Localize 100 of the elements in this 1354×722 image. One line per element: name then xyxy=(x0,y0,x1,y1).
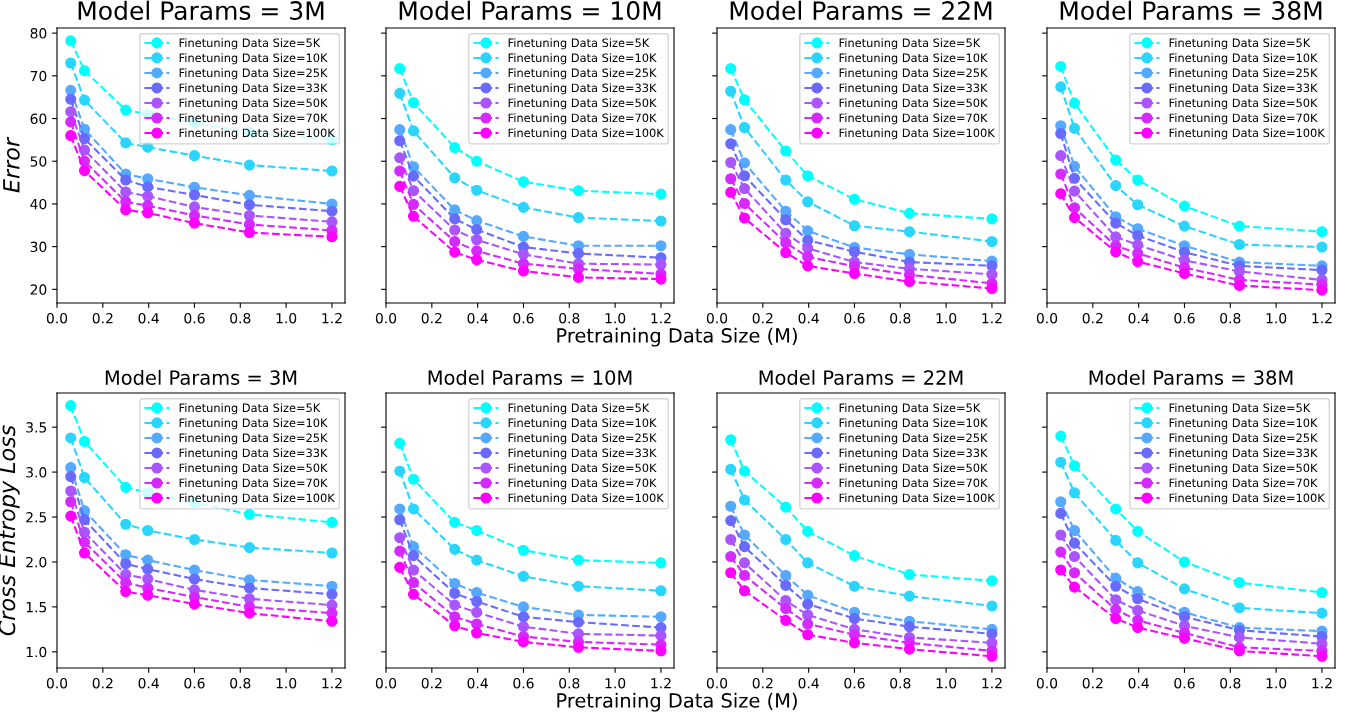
x-tick-label: 0.6 xyxy=(844,312,865,324)
legend-label: Finetuning Data Size=5K xyxy=(179,38,321,50)
x-tick-label: 1.0 xyxy=(276,677,297,689)
x-tick-label: 0.8 xyxy=(559,677,580,689)
x-tick-label: 0.8 xyxy=(890,312,911,324)
x-tick-label: 0.2 xyxy=(92,677,113,689)
legend-label: Finetuning Data Size=100K xyxy=(179,493,335,505)
x-tick-label: 0.2 xyxy=(752,677,773,689)
legend-label: Finetuning Data Size=25K xyxy=(1169,433,1318,445)
chart-title: Model Params = 3M xyxy=(105,369,297,385)
x-tick-label: 0.0 xyxy=(1036,677,1058,689)
x-tick-label: 0.8 xyxy=(1220,677,1241,689)
chart-title: Model Params = 3M xyxy=(78,0,324,21)
legend-label: Finetuning Data Size=5K xyxy=(179,403,321,415)
legend-label: Finetuning Data Size=70K xyxy=(1169,478,1318,490)
chart-title: Model Params = 10M xyxy=(428,369,632,385)
legend-label: Finetuning Data Size=25K xyxy=(839,433,988,445)
x-tick-label: 1.0 xyxy=(936,312,957,324)
legend-label: Finetuning Data Size=70K xyxy=(508,478,657,490)
x-tick-label: 0.6 xyxy=(1174,677,1195,689)
legend-label: Finetuning Data Size=100K xyxy=(839,493,995,505)
x-tick-label: 0.4 xyxy=(138,677,159,689)
legend-label: Finetuning Data Size=70K xyxy=(1169,113,1318,125)
legend-label: Finetuning Data Size=25K xyxy=(1169,68,1318,80)
legend-label: Finetuning Data Size=33K xyxy=(1169,83,1318,95)
x-tick-label: 1.2 xyxy=(322,312,342,324)
legend-label: Finetuning Data Size=33K xyxy=(508,448,657,460)
x-tick-label: 0.0 xyxy=(375,677,397,689)
x-tick-label: 0.2 xyxy=(752,312,773,324)
x-tick-label: 0.4 xyxy=(798,677,819,689)
x-tick-label: 0.4 xyxy=(138,312,159,324)
legend-label: Finetuning Data Size=50K xyxy=(1169,98,1318,110)
x-tick-label: 0.0 xyxy=(706,312,728,324)
x-tick-label: 0.0 xyxy=(1036,312,1058,324)
legend-label: Finetuning Data Size=70K xyxy=(179,478,328,490)
x-tick-label: 0.8 xyxy=(230,677,251,689)
legend-label: Finetuning Data Size=5K xyxy=(839,38,981,50)
x-tick-label: 0.4 xyxy=(798,312,819,324)
legend-label: Finetuning Data Size=5K xyxy=(508,38,650,50)
x-tick-label: 0.6 xyxy=(513,677,534,689)
legend-label: Finetuning Data Size=70K xyxy=(508,113,657,125)
x-tick-label: 1.2 xyxy=(1312,677,1332,689)
legend-label: Finetuning Data Size=10K xyxy=(508,53,657,65)
legend-label: Finetuning Data Size=33K xyxy=(179,448,328,460)
x-axis-title: Pretraining Data Size (M) xyxy=(557,327,797,347)
x-tick-label: 0.4 xyxy=(1128,677,1149,689)
x-tick-label: 1.0 xyxy=(605,312,626,324)
legend-label: Finetuning Data Size=50K xyxy=(508,463,657,475)
y-tick-label: 1.5 xyxy=(26,602,47,613)
x-tick-label: 0.4 xyxy=(1128,312,1149,324)
y-tick-label: 50 xyxy=(30,156,47,167)
x-tick-label: 1.0 xyxy=(605,677,626,689)
x-tick-label: 0.8 xyxy=(559,312,580,324)
y-tick-label: 80 xyxy=(30,28,47,39)
x-tick-label: 0.0 xyxy=(46,312,68,324)
legend-label: Finetuning Data Size=5K xyxy=(1169,38,1311,50)
chart-title: Model Params = 22M xyxy=(759,369,963,385)
x-tick-label: 1.2 xyxy=(651,312,671,324)
y-tick-label: 30 xyxy=(30,241,47,253)
y-tick-label: 70 xyxy=(30,70,47,82)
y-tick-label: 1.0 xyxy=(26,646,47,658)
legend-label: Finetuning Data Size=100K xyxy=(839,128,995,140)
x-tick-label: 1.0 xyxy=(936,677,957,689)
legend-label: Finetuning Data Size=25K xyxy=(508,68,657,80)
x-tick-label: 1.2 xyxy=(1312,312,1332,324)
x-tick-label: 0.2 xyxy=(92,312,113,324)
x-tick-label: 0.2 xyxy=(421,312,442,324)
x-tick-label: 1.0 xyxy=(1266,677,1287,689)
legend-label: Finetuning Data Size=100K xyxy=(508,128,664,140)
legend-label: Finetuning Data Size=50K xyxy=(179,463,328,475)
legend-label: Finetuning Data Size=50K xyxy=(1169,463,1318,475)
legend-label: Finetuning Data Size=5K xyxy=(508,403,650,415)
y-tick-label: 20 xyxy=(30,284,47,295)
legend-label: Finetuning Data Size=10K xyxy=(508,418,657,430)
x-tick-label: 0.6 xyxy=(1174,312,1195,324)
legend-label: Finetuning Data Size=5K xyxy=(839,403,981,415)
x-tick-label: 1.2 xyxy=(982,677,1002,689)
legend-label: Finetuning Data Size=10K xyxy=(839,53,988,65)
x-tick-label: 0.0 xyxy=(46,677,68,689)
x-tick-label: 0.6 xyxy=(184,312,205,324)
x-tick-label: 0.2 xyxy=(1082,312,1103,324)
y-axis-title: Error xyxy=(3,136,20,193)
x-axis-title: Pretraining Data Size (M) xyxy=(557,692,797,712)
legend-label: Finetuning Data Size=10K xyxy=(179,418,328,430)
legend-label: Finetuning Data Size=100K xyxy=(508,493,664,505)
legend-label: Finetuning Data Size=100K xyxy=(1169,128,1325,140)
x-tick-label: 1.2 xyxy=(651,677,671,689)
x-tick-label: 0.8 xyxy=(1220,312,1241,324)
x-tick-label: 0.0 xyxy=(375,312,397,324)
legend-label: Finetuning Data Size=70K xyxy=(839,478,988,490)
legend-label: Finetuning Data Size=100K xyxy=(179,128,335,140)
chart-title: Model Params = 22M xyxy=(730,0,992,21)
legend-label: Finetuning Data Size=25K xyxy=(179,68,328,80)
legend-label: Finetuning Data Size=33K xyxy=(839,448,988,460)
legend-label: Finetuning Data Size=10K xyxy=(1169,53,1318,65)
x-tick-label: 1.0 xyxy=(276,312,297,324)
legend-label: Finetuning Data Size=10K xyxy=(1169,418,1318,430)
chart-title: Model Params = 38M xyxy=(1089,369,1293,385)
x-tick-label: 0.0 xyxy=(706,677,728,689)
legend-label: Finetuning Data Size=10K xyxy=(179,53,328,65)
